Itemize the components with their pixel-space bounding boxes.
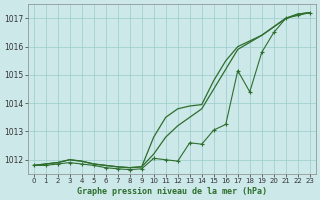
- X-axis label: Graphe pression niveau de la mer (hPa): Graphe pression niveau de la mer (hPa): [77, 187, 267, 196]
